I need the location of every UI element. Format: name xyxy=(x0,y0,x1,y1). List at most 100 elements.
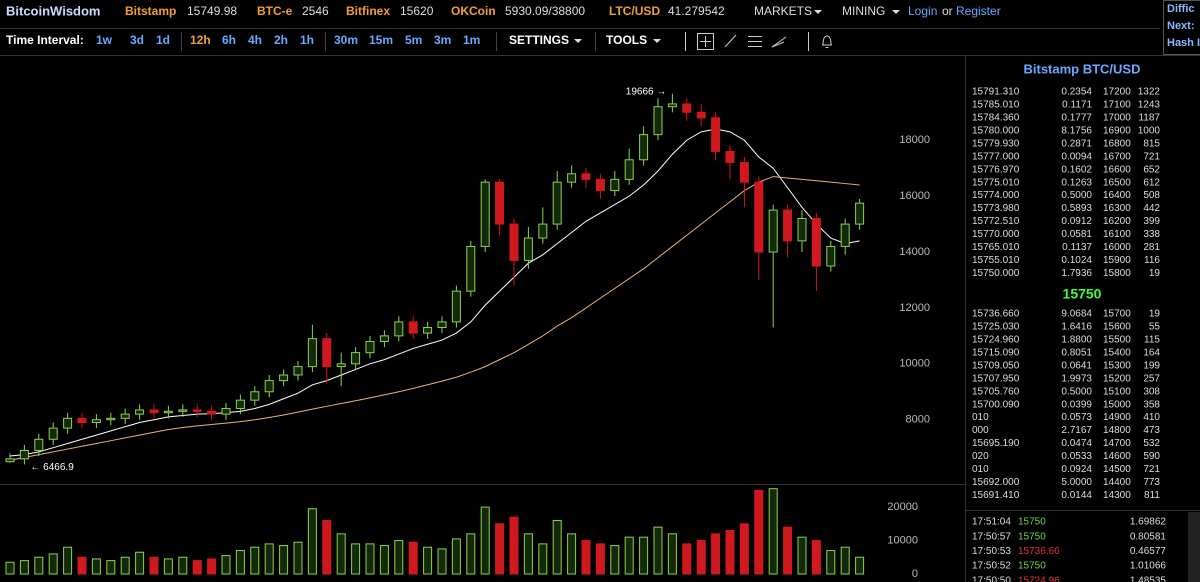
order-amount: 0.0144 xyxy=(1061,490,1092,501)
interval[interactable]: 2h xyxy=(274,33,288,47)
volume-bar xyxy=(120,556,130,575)
candle-body xyxy=(149,409,159,414)
volume-bar xyxy=(855,556,865,575)
interval[interactable]: 1m xyxy=(463,33,480,47)
volume-bar xyxy=(163,558,173,575)
order-price: 15765.010 xyxy=(972,242,1020,253)
annotation: 19666 → xyxy=(626,86,667,97)
volume-bar xyxy=(264,543,274,575)
order-price: 15725.030 xyxy=(972,322,1020,333)
volume-bar xyxy=(221,555,231,575)
order-price: 15736.660 xyxy=(972,309,1020,320)
order-amount: 0.0474 xyxy=(1061,438,1092,449)
order-amount: 0.5000 xyxy=(1061,386,1092,397)
depth-price: 16500 xyxy=(1103,177,1131,188)
trade-amount: 1.48535 xyxy=(1130,575,1167,582)
volume-bar xyxy=(739,523,749,575)
trade-time: 17:51:04 xyxy=(972,517,1011,528)
depth-price: 15500 xyxy=(1103,335,1131,346)
volume-bar xyxy=(322,519,332,575)
trade-amount: 0.80581 xyxy=(1130,531,1167,542)
interval[interactable]: 3m xyxy=(434,33,451,47)
depth-count: 308 xyxy=(1143,386,1160,397)
volume-bar xyxy=(423,546,433,575)
interval[interactable]: 1w xyxy=(96,33,113,47)
depth-count: 257 xyxy=(1143,373,1160,384)
scrollbar xyxy=(1188,512,1200,582)
volume-bar xyxy=(523,533,533,575)
candle-body xyxy=(63,417,73,429)
order-amount: 0.1602 xyxy=(1061,164,1092,175)
volume-bar xyxy=(77,556,87,575)
order-price: 15755.010 xyxy=(972,255,1020,266)
candle-body xyxy=(739,162,749,183)
candle-body xyxy=(351,352,361,365)
volume-bar xyxy=(538,543,548,575)
volume-bar xyxy=(826,550,836,575)
candle-body xyxy=(5,458,15,463)
candle-body xyxy=(120,413,130,419)
interval[interactable]: 12h xyxy=(190,33,211,47)
menu[interactable]: MINING xyxy=(842,4,885,18)
volume-bar xyxy=(682,543,692,575)
brand[interactable]: BitcoinWisdom xyxy=(6,3,101,18)
toolbar-menu[interactable]: TOOLS xyxy=(606,33,647,47)
exchange-price: 15749.98 xyxy=(187,4,237,18)
volume-bar xyxy=(394,540,404,575)
toolbar-icons xyxy=(685,32,832,51)
exchange-name[interactable]: LTC/USD xyxy=(609,4,660,18)
candle-body xyxy=(552,181,562,225)
depth-price: 14800 xyxy=(1103,425,1131,436)
trade-price: 15750 xyxy=(1018,517,1046,528)
candle-body xyxy=(567,173,577,183)
volume-bar xyxy=(307,508,317,575)
order-amount: 0.0399 xyxy=(1061,399,1092,410)
exchange-name[interactable]: Bitfinex xyxy=(346,4,390,18)
dropdown-arrow xyxy=(814,10,822,14)
interval[interactable]: 15m xyxy=(369,33,393,47)
volume-bar xyxy=(149,556,159,575)
exchange-name[interactable]: OKCoin xyxy=(451,4,496,18)
depth-price: 14300 xyxy=(1103,490,1131,501)
exchange-name[interactable]: Bitstamp xyxy=(125,4,176,18)
toolbar-label: Time Interval: xyxy=(6,33,84,47)
login-link[interactable]: Login xyxy=(908,4,937,18)
volume-bar xyxy=(567,533,577,575)
depth-price: 16000 xyxy=(1103,242,1131,253)
candle-body xyxy=(581,173,591,180)
candle-body xyxy=(192,409,202,412)
interval[interactable]: 4h xyxy=(248,33,262,47)
order-price: 15772.510 xyxy=(972,216,1020,227)
candle-body xyxy=(379,335,389,342)
interval[interactable]: 1d xyxy=(156,33,170,47)
depth-count: 652 xyxy=(1143,164,1160,175)
volume-bar xyxy=(379,545,389,575)
interval[interactable]: 3d xyxy=(130,33,144,47)
interval[interactable]: 30m xyxy=(334,33,358,47)
exchange-name[interactable]: BTC-e xyxy=(257,4,293,18)
candle-body xyxy=(667,103,677,108)
volume-bar xyxy=(840,546,850,575)
exchange-price: 15620 xyxy=(400,4,434,18)
candle-body xyxy=(451,290,461,323)
depth-price: 14900 xyxy=(1103,412,1131,423)
depth-price: 16400 xyxy=(1103,190,1131,201)
trade-price: 15724.96 xyxy=(1018,575,1060,582)
depth-price: 17000 xyxy=(1103,113,1131,124)
candle-body xyxy=(811,217,821,267)
interval[interactable]: 5m xyxy=(405,33,422,47)
menu[interactable]: MARKETS xyxy=(754,4,812,18)
depth-count: 1000 xyxy=(1138,125,1161,136)
toolbar-menu[interactable]: SETTINGS xyxy=(509,33,569,47)
interval[interactable]: 6h xyxy=(222,33,236,47)
candle-body xyxy=(696,111,706,119)
volume-bar xyxy=(207,558,217,575)
interval[interactable]: 1h xyxy=(300,33,314,47)
register-link[interactable]: Register xyxy=(956,4,1001,18)
order-amount: 0.0912 xyxy=(1061,216,1092,227)
side-box-text: Hash I xyxy=(1167,37,1200,49)
volume-bar xyxy=(279,545,289,575)
candle-body xyxy=(768,209,778,253)
depth-count: 55 xyxy=(1149,322,1161,333)
order-amount: 0.2354 xyxy=(1061,87,1092,98)
